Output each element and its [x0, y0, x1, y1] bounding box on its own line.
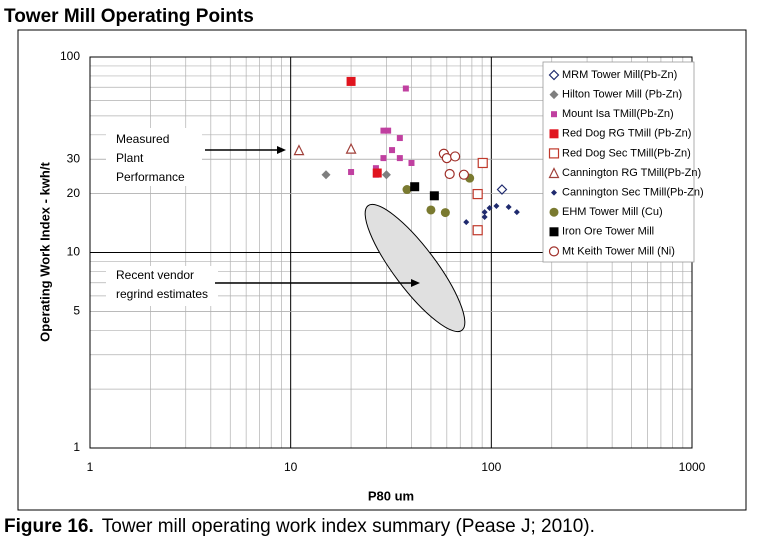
- annotation: Plant: [116, 151, 144, 165]
- point: [380, 127, 387, 134]
- point: [385, 127, 392, 134]
- point: [429, 191, 439, 201]
- point: [481, 213, 488, 220]
- point: [426, 205, 436, 215]
- y-tick-label: 30: [67, 151, 81, 165]
- point: [496, 184, 508, 195]
- point: [396, 135, 403, 142]
- annotation: Measured: [116, 132, 169, 146]
- point: [372, 168, 382, 178]
- legend-marker: [551, 189, 557, 196]
- point: [345, 142, 357, 154]
- legend-marker: [549, 129, 559, 139]
- point: [472, 188, 483, 200]
- legend-marker: [548, 148, 560, 159]
- regrind-region: [364, 203, 466, 333]
- arrow-head: [277, 146, 286, 154]
- legend-marker: [549, 207, 559, 217]
- legend-marker: [549, 90, 559, 100]
- point: [477, 157, 488, 169]
- point: [481, 209, 488, 216]
- annotation: Recent vendor: [116, 268, 194, 282]
- caption-label: Figure 16.: [4, 516, 94, 537]
- x-tick-label: 10: [284, 460, 298, 474]
- caption-text: Tower mill operating work index summary …: [102, 516, 595, 537]
- chart-title: Tower Mill Operating Points: [4, 6, 254, 27]
- legend-label: Cannington RG TMill(Pb-Zn): [562, 167, 701, 179]
- point: [402, 185, 412, 195]
- point: [472, 225, 483, 236]
- point: [381, 170, 391, 180]
- point: [440, 208, 450, 218]
- chart-frame: [17, 29, 747, 511]
- point: [463, 219, 470, 226]
- x-tick-label: 1000: [679, 460, 706, 474]
- y-tick-label: 20: [67, 186, 81, 200]
- x-tick-label: 100: [481, 460, 501, 474]
- annotation-box: [106, 128, 202, 186]
- point: [410, 182, 420, 192]
- point: [444, 168, 455, 180]
- point: [450, 151, 461, 162]
- point: [396, 155, 403, 162]
- legend-box: [542, 61, 695, 263]
- legend-label: Iron Ore Tower Mill: [562, 226, 654, 238]
- legend-marker: [548, 69, 560, 81]
- legend-label: Mt Keith Tower Mill (Ni): [562, 245, 675, 257]
- point: [408, 159, 415, 166]
- point: [293, 144, 305, 156]
- point: [513, 209, 520, 216]
- x-axis-label: P80 um: [368, 488, 414, 503]
- legend-marker: [548, 246, 560, 257]
- legend-label: EHM Tower Mill (Cu): [562, 206, 663, 218]
- point: [441, 152, 452, 164]
- point: [458, 169, 470, 180]
- x-tick-label: 1: [87, 460, 94, 474]
- arrow-head: [411, 279, 420, 287]
- legend-label: Red Dog Sec TMill(Pb-Zn): [562, 147, 691, 159]
- point: [486, 204, 493, 211]
- legend-label: Red Dog RG TMill (Pb-Zn): [562, 128, 691, 140]
- point: [493, 202, 500, 209]
- point: [402, 85, 409, 92]
- annotation: Performance: [116, 170, 185, 184]
- legend-label: MRM Tower Mill(Pb-Zn): [562, 69, 677, 81]
- annotation-box: [106, 266, 218, 306]
- legend-label: Hilton Tower Mill (Pb-Zn): [562, 89, 682, 101]
- legend-marker: [551, 111, 557, 118]
- y-tick-label: 100: [60, 49, 80, 63]
- legend-marker: [548, 167, 560, 179]
- point: [346, 76, 356, 86]
- annotations: Measured Plant Performance Recent vendor reg…: [106, 128, 420, 306]
- point: [321, 170, 331, 180]
- points: [293, 76, 520, 236]
- point: [389, 147, 396, 154]
- legend-label: Cannington Sec TMill(Pb-Zn): [562, 187, 704, 199]
- y-axis-label: Operating Work Index - kwh/t: [37, 162, 52, 342]
- caption: Figure 16. Tower mill operating work inde…: [4, 516, 595, 537]
- point: [380, 155, 387, 162]
- point: [505, 203, 512, 210]
- legend-marker: [549, 227, 559, 237]
- legend-label: Mount Isa TMill(Pb-Zn): [562, 108, 674, 120]
- y-tick-label: 10: [67, 245, 81, 259]
- point: [372, 165, 379, 172]
- y-tick-label: 1: [73, 440, 80, 454]
- legend: MRM Tower Mill(Pb-Zn) Hilton Tower Mill (…: [542, 61, 704, 263]
- point: [348, 169, 355, 176]
- annotation: regrind estimates: [116, 287, 208, 301]
- y-tick-label: 5: [73, 304, 80, 318]
